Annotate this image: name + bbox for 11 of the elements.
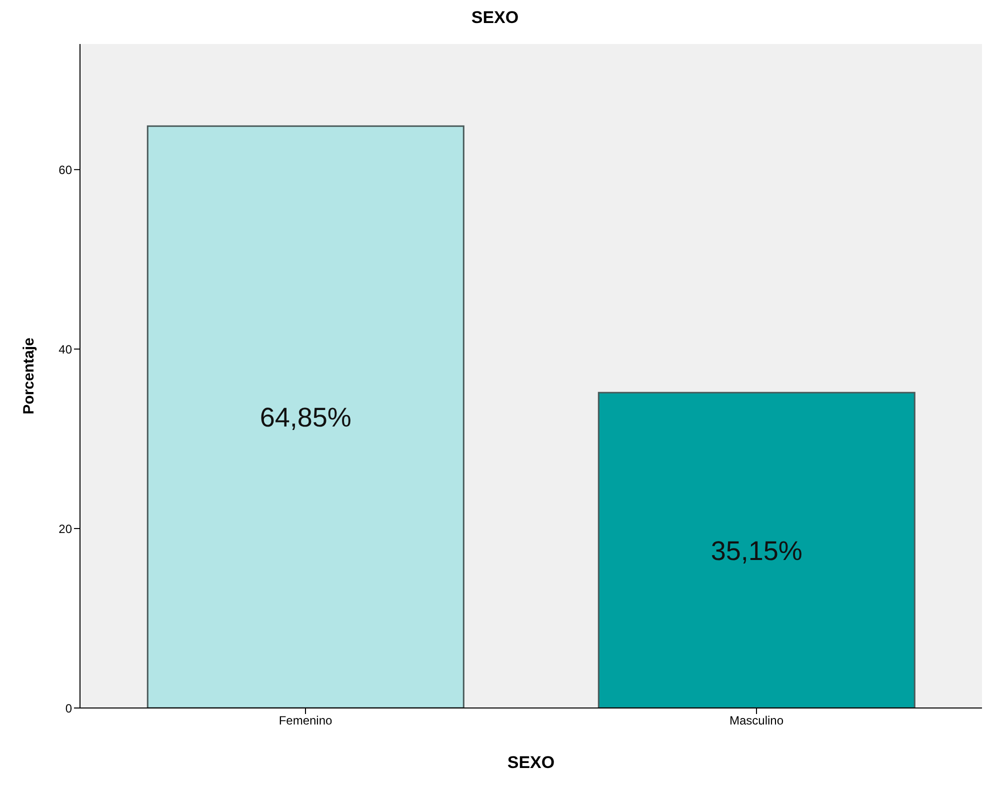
data-label: 35,15% [710, 536, 802, 566]
y-tick-label: 20 [58, 522, 72, 536]
data-label: 64,85% [260, 402, 352, 433]
x-tick-label: Femenino [278, 714, 332, 728]
y-tick-label: 60 [58, 162, 72, 177]
y-tick-label: 40 [58, 342, 72, 356]
chart-title: SEXO [470, 8, 520, 29]
x-tick-label: Masculino [729, 714, 784, 728]
y-tick-label: 0 [65, 701, 72, 716]
x-axis-title: SEXO [507, 753, 555, 772]
y-axis-title: Porcentaje [20, 338, 38, 414]
